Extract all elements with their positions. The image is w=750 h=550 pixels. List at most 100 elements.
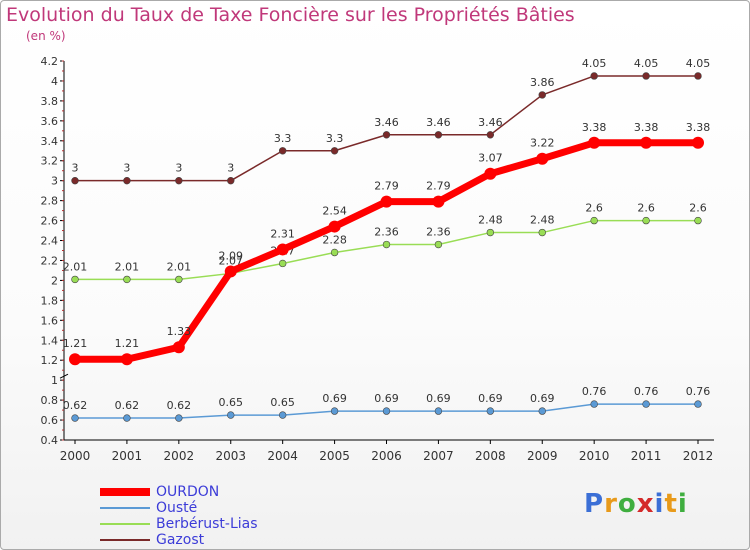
data-label-Gazost: 3.3 xyxy=(274,132,292,145)
data-point-Gazost xyxy=(123,176,131,185)
data-label-Ousté: 0.69 xyxy=(322,392,347,405)
data-label-Ousté: 0.69 xyxy=(374,392,399,405)
y-tick-label: 1 xyxy=(51,374,58,387)
y-tick-label: 0.4 xyxy=(41,434,59,447)
legend-label: Berbérust-Lias xyxy=(156,516,258,532)
data-label-Ousté: 0.69 xyxy=(530,392,555,405)
data-point-Berbérust-Lias xyxy=(486,228,495,237)
data-label-OURDON: 1.21 xyxy=(115,337,140,350)
chart-subtitle: (en %) xyxy=(26,29,66,43)
proxiti-logo: Proxiti xyxy=(584,489,688,519)
data-point-OURDON xyxy=(692,136,704,149)
data-label-Gazost: 4.05 xyxy=(686,57,711,70)
y-tick-label: 3.4 xyxy=(41,135,59,148)
data-point-Ousté xyxy=(434,407,443,415)
y-tick-label: 2.2 xyxy=(41,254,59,267)
y-tick-label: 1.6 xyxy=(41,314,59,327)
data-point-OURDON xyxy=(536,152,549,165)
data-point-OURDON xyxy=(328,220,341,233)
y-axis-break xyxy=(59,373,69,379)
x-tick-label: 2009 xyxy=(527,449,558,463)
data-label-Ousté: 0.62 xyxy=(115,399,140,412)
data-label-Berbérust-Lias: 2.6 xyxy=(637,202,655,215)
logo-letter: i xyxy=(654,489,665,519)
y-tick-label: 4 xyxy=(51,75,58,88)
data-label-Berbérust-Lias: 2.6 xyxy=(585,202,603,215)
data-point-Berbérust-Lias xyxy=(175,275,183,284)
data-point-Gazost xyxy=(227,176,235,185)
data-point-Gazost xyxy=(538,91,546,99)
data-label-Ousté: 0.69 xyxy=(478,392,503,405)
data-point-OURDON xyxy=(432,195,445,208)
y-tick-label: 4.2 xyxy=(41,55,59,68)
data-point-Gazost xyxy=(71,176,79,185)
data-point-Ousté xyxy=(123,414,131,422)
y-tick-label: 1.2 xyxy=(41,354,59,367)
data-point-Ousté xyxy=(382,407,391,415)
data-label-Gazost: 3.3 xyxy=(326,132,344,145)
data-label-OURDON: 3.07 xyxy=(478,152,503,165)
data-label-Berbérust-Lias: 2.01 xyxy=(63,260,88,273)
data-label-Gazost: 3 xyxy=(227,162,234,175)
legend-swatch xyxy=(100,488,150,496)
data-label-Gazost: 3 xyxy=(123,162,130,175)
data-point-Gazost xyxy=(382,131,391,139)
data-point-OURDON xyxy=(588,136,601,149)
logo-letter: P xyxy=(584,489,605,519)
data-point-Berbérust-Lias xyxy=(71,275,79,284)
data-label-Gazost: 4.05 xyxy=(634,57,659,70)
legend-label: Gazost xyxy=(156,532,205,548)
data-label-Ousté: 0.65 xyxy=(270,396,295,409)
x-tick-label: 2007 xyxy=(423,449,454,463)
data-label-OURDON: 3.38 xyxy=(634,121,659,134)
y-tick-label: 1.4 xyxy=(41,334,59,347)
data-label-Gazost: 3.46 xyxy=(426,116,451,129)
data-label-Gazost: 3 xyxy=(175,162,182,175)
data-label-Berbérust-Lias: 2.36 xyxy=(374,226,399,239)
x-tick-label: 2003 xyxy=(215,449,246,463)
data-point-Gazost xyxy=(694,72,702,80)
data-label-OURDON: 1.21 xyxy=(63,337,88,350)
y-tick-label: 0.8 xyxy=(41,394,59,407)
legend-swatch xyxy=(100,539,150,541)
data-point-Gazost xyxy=(278,147,287,155)
x-tick-label: 2000 xyxy=(60,449,91,463)
data-label-OURDON: 1.33 xyxy=(167,325,192,338)
data-label-OURDON: 2.54 xyxy=(322,205,347,218)
y-tick-label: 3 xyxy=(51,175,58,188)
data-point-Ousté xyxy=(590,400,598,408)
data-point-Berbérust-Lias xyxy=(434,240,443,249)
x-tick-label: 2001 xyxy=(112,449,143,463)
data-point-OURDON xyxy=(484,167,497,180)
y-tick-label: 2.4 xyxy=(41,235,59,248)
data-label-Berbérust-Lias: 2.07 xyxy=(219,254,244,267)
x-tick-label: 2006 xyxy=(371,449,402,463)
data-point-OURDON xyxy=(224,265,237,278)
x-tick-label: 2002 xyxy=(164,449,195,463)
x-tick-label: 2008 xyxy=(475,449,506,463)
y-tick-label: 3.8 xyxy=(41,95,59,108)
data-label-Ousté: 0.62 xyxy=(63,399,88,412)
y-tick-label: 2.6 xyxy=(41,215,59,228)
legend-swatch xyxy=(100,523,150,525)
data-point-Berbérust-Lias xyxy=(278,259,287,268)
x-tick-label: 2012 xyxy=(683,449,714,463)
data-label-Gazost: 3.46 xyxy=(478,116,503,129)
legend-swatch xyxy=(100,507,150,509)
y-tick-label: 0.6 xyxy=(41,414,59,427)
data-point-OURDON xyxy=(380,195,393,208)
data-label-Ousté: 0.65 xyxy=(219,396,244,409)
data-point-Berbérust-Lias xyxy=(330,248,339,257)
data-point-Berbérust-Lias xyxy=(694,216,702,225)
data-label-Gazost: 4.05 xyxy=(582,57,607,70)
data-label-Gazost: 3.86 xyxy=(530,76,555,89)
data-point-Ousté xyxy=(175,414,183,422)
data-point-Gazost xyxy=(486,131,495,139)
y-tick-label: 2 xyxy=(51,274,58,287)
data-point-Ousté xyxy=(278,411,287,419)
data-label-Ousté: 0.69 xyxy=(426,392,451,405)
data-point-OURDON xyxy=(276,243,289,256)
data-label-Ousté: 0.62 xyxy=(167,399,192,412)
y-tick-label: 3.2 xyxy=(41,155,59,168)
